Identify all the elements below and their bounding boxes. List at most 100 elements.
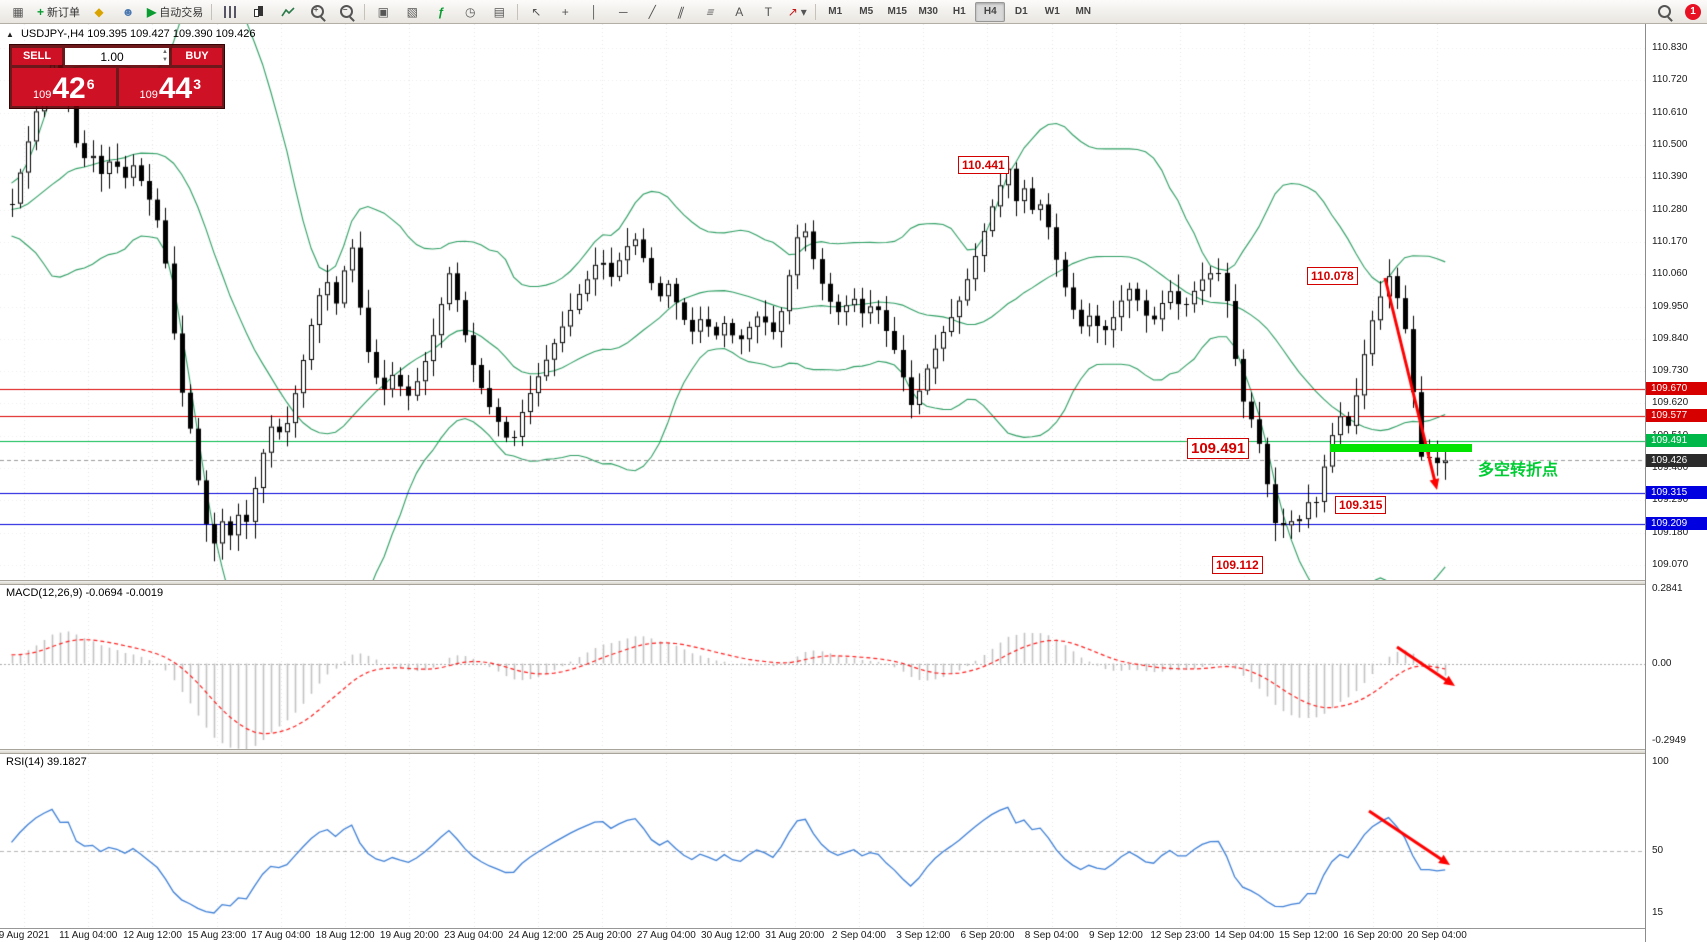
crosshair-icon: + bbox=[561, 4, 569, 19]
shapes-button[interactable]: ↗ ▾ bbox=[783, 1, 811, 23]
price-tick: 109.400 bbox=[1652, 462, 1689, 474]
buy-button[interactable]: BUY bbox=[172, 48, 222, 65]
price-tick: 110.060 bbox=[1652, 268, 1688, 280]
tile-windows-icon: ▣ bbox=[377, 4, 389, 19]
sell-price-base: 109 bbox=[32, 89, 52, 101]
time-label: 3 Sep 12:00 bbox=[896, 930, 951, 941]
macd-tick: 0.00 bbox=[1652, 657, 1672, 669]
timeframe-m1[interactable]: M1 bbox=[828, 6, 843, 17]
timeframe-h1[interactable]: H1 bbox=[952, 6, 966, 17]
volume-spinner[interactable]: ▲ ▼ bbox=[162, 48, 168, 64]
toolbar-separator bbox=[364, 3, 366, 20]
chart-title: ▲ USDJPY-,H4 109.395 109.427 109.390 109… bbox=[6, 28, 255, 40]
timeframe-m5[interactable]: M5 bbox=[859, 6, 874, 17]
horizontal-line-icon: ─ bbox=[618, 4, 628, 19]
rsi-tick: 15 bbox=[1652, 907, 1664, 918]
price-callout[interactable]: 110.078 bbox=[1307, 267, 1358, 285]
spinner-up-icon[interactable]: ▲ bbox=[162, 49, 168, 55]
price-callout[interactable]: 109.112 bbox=[1212, 556, 1263, 574]
price-axis[interactable]: 109.670 109.577 109.491 109.426 109.315 … bbox=[1645, 24, 1707, 942]
price-tick: 110.610 bbox=[1652, 106, 1688, 118]
vertical-line-button[interactable]: │ bbox=[580, 1, 608, 23]
toolbar-separator bbox=[211, 3, 213, 20]
zoom-in-icon: + bbox=[310, 5, 324, 18]
buy-price-big: 44 bbox=[158, 72, 193, 105]
macd-indicator-label: MACD(12,26,9) -0.0694 -0.0019 bbox=[6, 587, 164, 599]
chevron-down-icon: ▾ bbox=[800, 4, 807, 19]
zoom-out-button[interactable]: − bbox=[332, 1, 360, 23]
toolbar-separator bbox=[517, 3, 519, 20]
collapse-icon[interactable]: ▲ bbox=[6, 30, 14, 39]
text-tool-button[interactable]: A bbox=[725, 1, 753, 23]
notification-badge[interactable]: 1 bbox=[1685, 3, 1701, 20]
axis-badge-support-1: 109.315 bbox=[1646, 486, 1707, 499]
axis-badge-pivot: 109.491 bbox=[1646, 434, 1707, 447]
time-label: 24 Aug 12:00 bbox=[508, 930, 568, 941]
price-callout[interactable]: 110.441 bbox=[958, 156, 1009, 174]
pivot-zone-rectangle[interactable] bbox=[1330, 444, 1472, 452]
profile-icon[interactable]: ☻ bbox=[114, 1, 142, 23]
trendline-button[interactable]: ╱ bbox=[638, 1, 666, 23]
sell-price-button[interactable]: 109 42 6 bbox=[12, 68, 116, 106]
channel-icon: ∥ bbox=[675, 4, 687, 19]
chart-area: ▲ USDJPY-,H4 109.395 109.427 109.390 109… bbox=[0, 24, 1707, 942]
main-price-chart[interactable] bbox=[0, 24, 1645, 580]
auto-trading-label: 自动交易 bbox=[159, 6, 204, 19]
time-label: 2 Sep 04:00 bbox=[832, 930, 886, 941]
price-tick: 109.950 bbox=[1652, 300, 1689, 312]
zoom-in-button[interactable]: + bbox=[303, 1, 331, 23]
ohlc-values: 109.395 109.427 109.390 109.426 bbox=[87, 28, 256, 40]
cursor-button[interactable]: ↖ bbox=[522, 1, 550, 23]
templates-button[interactable]: ▤ bbox=[485, 1, 513, 23]
fibonacci-button[interactable]: ≡ bbox=[696, 1, 724, 23]
vertical-line-icon: │ bbox=[590, 4, 599, 19]
price-callout[interactable]: 109.491 bbox=[1187, 438, 1250, 459]
candlestick-button[interactable] bbox=[245, 1, 273, 23]
volume-input[interactable] bbox=[65, 48, 169, 65]
timeframe-m15[interactable]: M15 bbox=[887, 6, 907, 17]
horizontal-line-button[interactable]: ─ bbox=[609, 1, 637, 23]
spinner-down-icon[interactable]: ▼ bbox=[162, 57, 168, 63]
timeframe-m30[interactable]: M30 bbox=[918, 6, 938, 17]
channel-button[interactable]: ∥ bbox=[667, 1, 695, 23]
market-watch-icon[interactable]: ◆ bbox=[85, 1, 113, 23]
toolbar: ▦ + 新订单 ◆ ☻ ▶ 自动交易 + − ▣ ▧ ƒ ◷ ▤ ↖ + │ ─… bbox=[0, 0, 1707, 24]
new-chart-button[interactable]: ▧ bbox=[398, 1, 426, 23]
bar-chart-icon bbox=[224, 5, 237, 18]
chart-window-icon[interactable]: ▦ bbox=[4, 1, 32, 23]
panel-separator[interactable] bbox=[0, 580, 1707, 585]
macd-tick: -0.2949 bbox=[1652, 735, 1686, 746]
time-label: 19 Aug 20:00 bbox=[379, 930, 439, 941]
search-button[interactable] bbox=[1650, 1, 1678, 23]
timeframe-h4[interactable]: H4 bbox=[975, 1, 1006, 22]
time-label: 12 Aug 12:00 bbox=[122, 930, 182, 941]
buy-price-button[interactable]: 109 44 3 bbox=[118, 68, 222, 106]
toolbar-separator bbox=[815, 3, 817, 20]
label-tool-button[interactable]: T bbox=[754, 1, 782, 23]
tile-windows-button[interactable]: ▣ bbox=[369, 1, 397, 23]
timeframe-d1[interactable]: D1 bbox=[1014, 6, 1028, 17]
auto-trading-button[interactable]: ▶ 自动交易 bbox=[143, 1, 207, 23]
new-order-button[interactable]: + 新订单 bbox=[33, 1, 84, 23]
crosshair-button[interactable]: + bbox=[551, 1, 579, 23]
line-chart-button[interactable] bbox=[274, 1, 302, 23]
timeframe-mn[interactable]: MN bbox=[1075, 6, 1092, 17]
new-order-label: 新订单 bbox=[47, 6, 81, 19]
indicators-button[interactable]: ƒ bbox=[427, 1, 455, 23]
price-tick: 110.500 bbox=[1652, 138, 1688, 150]
price-tick: 110.390 bbox=[1652, 171, 1688, 183]
rsi-panel[interactable] bbox=[0, 754, 1645, 928]
bar-chart-button[interactable] bbox=[216, 1, 244, 23]
time-label: 30 Aug 12:00 bbox=[701, 930, 760, 941]
time-axis[interactable]: 9 Aug 2021 11 Aug 04:00 12 Aug 12:00 15 Aug… bbox=[0, 928, 1645, 942]
macd-panel[interactable] bbox=[0, 585, 1645, 749]
panel-separator[interactable] bbox=[0, 749, 1707, 754]
price-tick: 110.170 bbox=[1652, 235, 1688, 247]
timeframe-w1[interactable]: W1 bbox=[1044, 6, 1060, 17]
candlestick-icon bbox=[253, 5, 265, 19]
sell-button[interactable]: SELL bbox=[12, 48, 62, 65]
price-callout[interactable]: 109.315 bbox=[1335, 496, 1387, 514]
price-tick: 110.720 bbox=[1652, 74, 1688, 86]
periods-button[interactable]: ◷ bbox=[456, 1, 484, 23]
pivot-note-text[interactable]: 多空转折点 bbox=[1478, 462, 1559, 479]
